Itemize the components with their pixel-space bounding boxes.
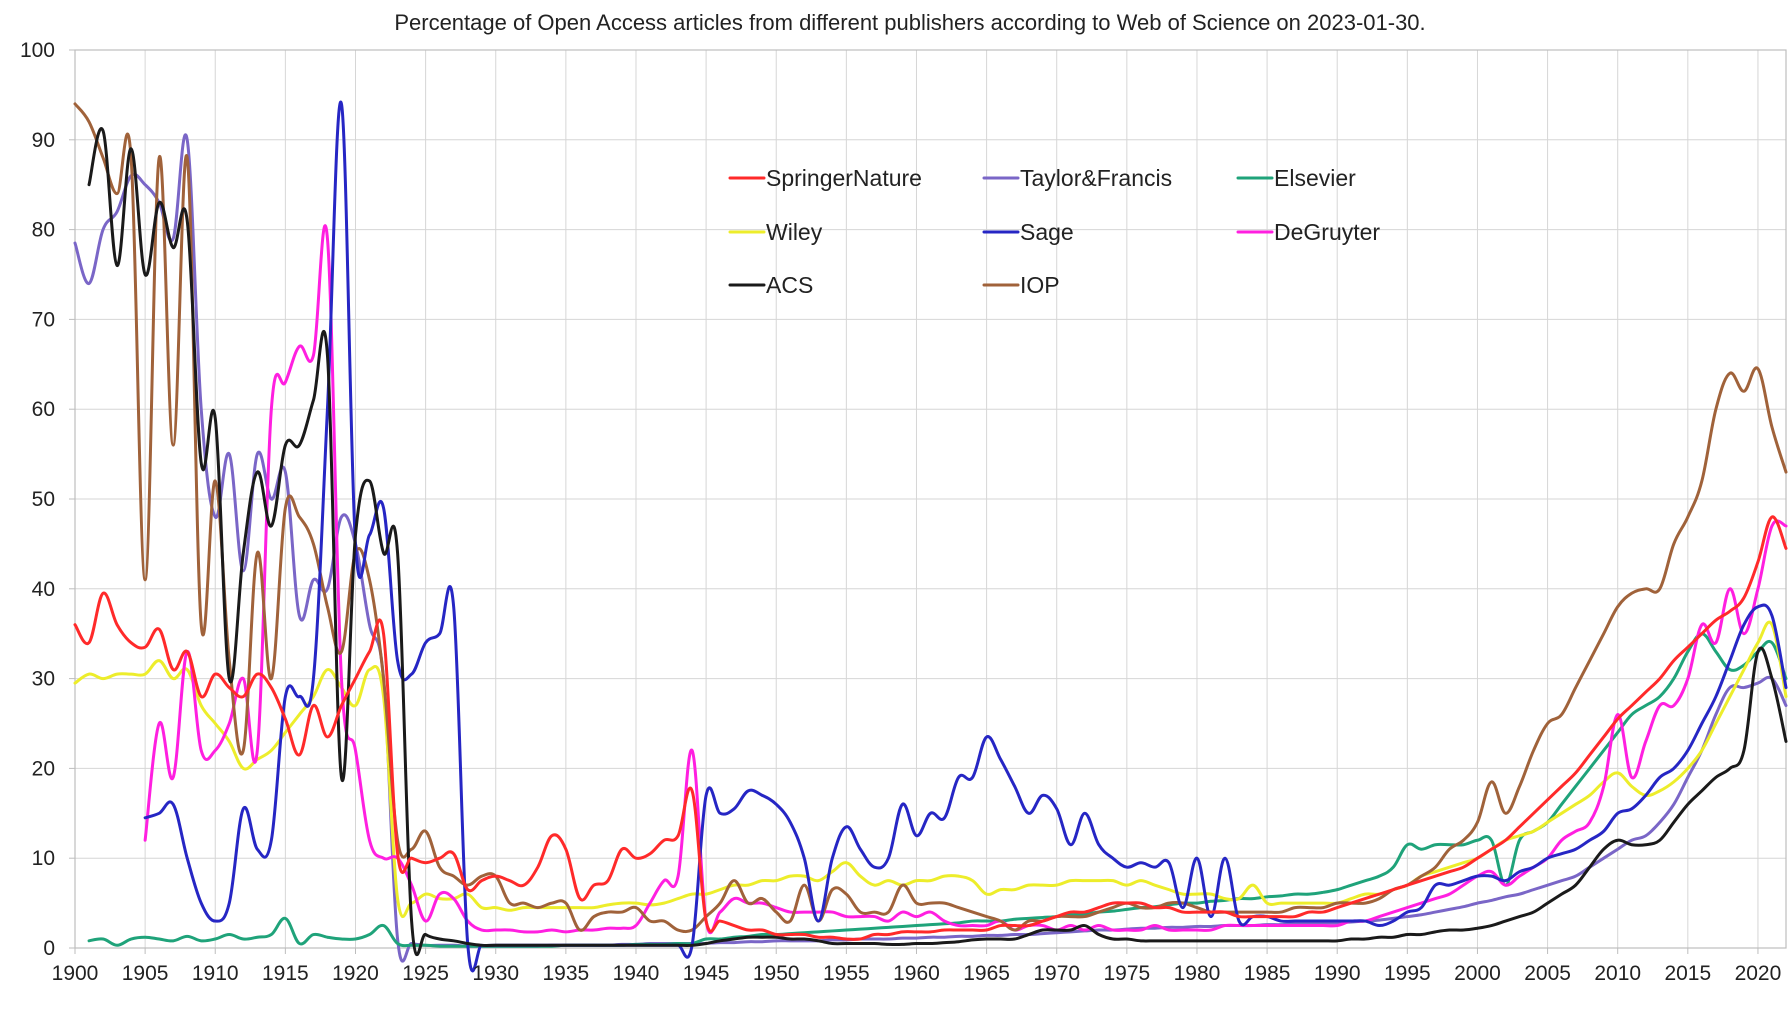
legend-label-sage: Sage [1020,219,1074,245]
x-tick-label-1950: 1950 [753,962,800,985]
series-line-springernature [73,515,1788,941]
series-line-sage [143,100,1788,973]
x-tick-label-1905: 1905 [122,962,169,985]
x-tick-label-1915: 1915 [262,962,309,985]
x-tick-label-2010: 2010 [1594,962,1641,985]
x-tick-label-1940: 1940 [613,962,660,985]
legend-label-acs: ACS [766,272,813,298]
x-tick-label-1910: 1910 [192,962,239,985]
series-line-acs [87,127,1788,956]
x-tick-label-2005: 2005 [1524,962,1571,985]
y-tick-label-10: 10 [32,847,55,870]
x-axis-tick-labels: 1900 1905 1910 1915 1920 1925 1930 1935 1940 1945… [52,962,1782,985]
x-tick-label-1975: 1975 [1103,962,1150,985]
y-tick-label-60: 60 [32,398,55,421]
series-line-iop [73,102,1788,934]
x-tick-label-1935: 1935 [543,962,590,985]
x-tick-label-1925: 1925 [402,962,449,985]
legend-label-elsevier: Elsevier [1274,165,1356,191]
legend: SpringerNature Taylor&Francis Elsevier Wile… [728,165,1380,298]
legend-label-taylor-francis: Taylor&Francis [1020,165,1172,191]
y-tick-label-30: 30 [32,668,55,691]
y-tick-label-90: 90 [32,129,55,152]
x-tick-label-2000: 2000 [1454,962,1501,985]
legend-label-degruyter: DeGruyter [1274,219,1380,245]
x-tick-label-1930: 1930 [472,962,519,985]
series-line-elsevier [87,632,1788,948]
x-tick-label-2020: 2020 [1735,962,1782,985]
series-line-wiley [73,620,1788,918]
x-tick-label-1970: 1970 [1033,962,1080,985]
y-tick-label-50: 50 [32,488,55,511]
series-layer [73,100,1788,973]
y-tick-label-80: 80 [32,219,55,242]
x-tick-label-1945: 1945 [683,962,730,985]
x-tick-label-1985: 1985 [1244,962,1291,985]
x-tick-label-1900: 1900 [52,962,99,985]
legend-label-wiley: Wiley [766,219,823,245]
y-tick-label-20: 20 [32,757,55,780]
y-tick-label-0: 0 [43,937,55,960]
chart-title: Percentage of Open Access articles from … [394,10,1425,35]
x-tick-label-1960: 1960 [893,962,940,985]
y-tick-label-100: 100 [20,39,55,62]
y-axis-tick-labels: 0 10 20 30 40 50 60 70 80 90 100 [20,39,55,960]
plot-area-border [74,49,1787,949]
x-tick-label-1995: 1995 [1384,962,1431,985]
x-tick-label-1965: 1965 [963,962,1010,985]
x-tick-label-1955: 1955 [823,962,870,985]
x-tick-label-1990: 1990 [1314,962,1361,985]
x-tick-label-1920: 1920 [332,962,379,985]
y-tick-label-70: 70 [32,308,55,331]
x-tick-label-2015: 2015 [1664,962,1711,985]
legend-label-iop: IOP [1020,272,1060,298]
legend-label-springernature: SpringerNature [766,165,922,191]
x-tick-label-1980: 1980 [1174,962,1221,985]
y-tick-label-40: 40 [32,578,55,601]
